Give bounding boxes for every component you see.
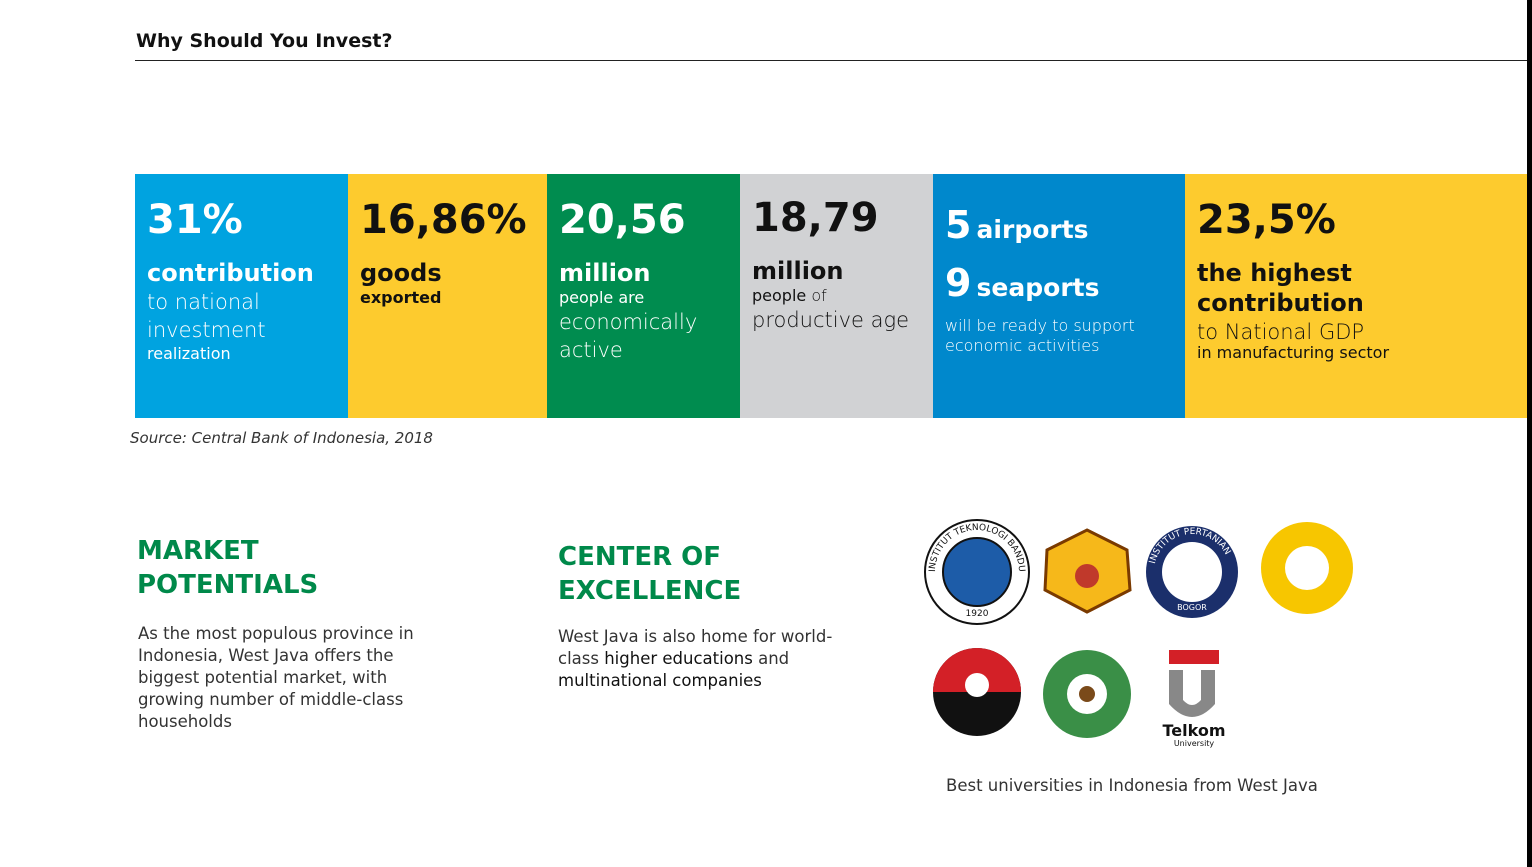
stat-text: economically active (559, 310, 698, 362)
stat-number: 5 (945, 203, 972, 247)
logo-text: University (1174, 739, 1215, 748)
source-note: Source: Central Bank of Indonesia, 2018 (130, 429, 433, 447)
stat-box: 5 airports 9 seaports will be ready to s… (933, 174, 1185, 418)
stat-number: 9 (945, 261, 972, 305)
stat-label: goods (360, 259, 442, 287)
stat-small: will be ready to support economic activi… (945, 316, 1135, 355)
stat-box: 23,5% the highest contribution to Nation… (1185, 174, 1527, 418)
edge-bar (1527, 0, 1532, 867)
stat-small: of (811, 286, 827, 305)
stat-box: 18,79 million people of productive age (740, 174, 933, 418)
stat-text: to National GDP (1197, 320, 1365, 344)
stat-small: realization (147, 344, 231, 363)
text: West Java is also home for world-class (558, 627, 833, 668)
logos: INSTITUT TEKNOLOGI BANDUNG 1920 INSTITUT… (915, 510, 1353, 748)
stat-small: in manufacturing sector (1197, 343, 1390, 362)
stat-label: million (752, 257, 844, 285)
text: and (752, 649, 790, 668)
stat-box: 16,86% goods exported (348, 174, 547, 418)
logo-upi (933, 648, 1021, 736)
stat-label: airports (976, 215, 1089, 244)
section-title: CENTER OF EXCELLENCE (558, 542, 742, 606)
stat-number: 23,5% (1197, 197, 1336, 243)
stat-small: exported (360, 288, 442, 307)
logo-text: BOGOR (1177, 603, 1207, 612)
text: higher educations (604, 649, 753, 668)
logo-uin (1043, 650, 1131, 738)
stat-box: 20,56 million people are economically ac… (547, 174, 740, 418)
stat-number: 31% (147, 197, 243, 243)
stat-number: 20,56 (559, 197, 686, 243)
stat-text: productive age (752, 308, 910, 332)
section-text: As the most populous province in Indones… (138, 624, 414, 731)
stat-label: contribution (147, 259, 314, 287)
logo-text: 1920 (966, 609, 989, 619)
text: multinational companies (558, 671, 762, 690)
stat-small: people (752, 286, 807, 305)
page-title: Why Should You Invest? (136, 30, 393, 52)
caption: Best universities in Indonesia from West… (946, 776, 1318, 795)
logo-ipb: INSTITUT PERTANIAN BOGOR (1146, 526, 1238, 618)
logo-ui (1261, 522, 1353, 614)
stat-text: to national investment (147, 290, 266, 342)
stat-label: seaports (976, 273, 1100, 302)
stat-label: the highest contribution (1197, 259, 1364, 317)
logo-itb: INSTITUT TEKNOLOGI BANDUNG 1920 (915, 510, 1030, 625)
stat-box: 31% contribution to national investment … (135, 174, 348, 418)
stat-number: 16,86% (360, 197, 527, 243)
section-text: West Java is also home for world-class h… (558, 626, 863, 692)
section-title: MARKET POTENTIALS (137, 536, 319, 600)
title-rule (135, 60, 1532, 61)
logo-unpad (1043, 528, 1132, 614)
stat-small: people are (559, 288, 645, 307)
logo-telkom: Telkom University (1163, 650, 1226, 748)
stat-number: 18,79 (752, 195, 879, 241)
logo-text: Telkom (1163, 721, 1226, 740)
stat-label: million (559, 259, 651, 287)
